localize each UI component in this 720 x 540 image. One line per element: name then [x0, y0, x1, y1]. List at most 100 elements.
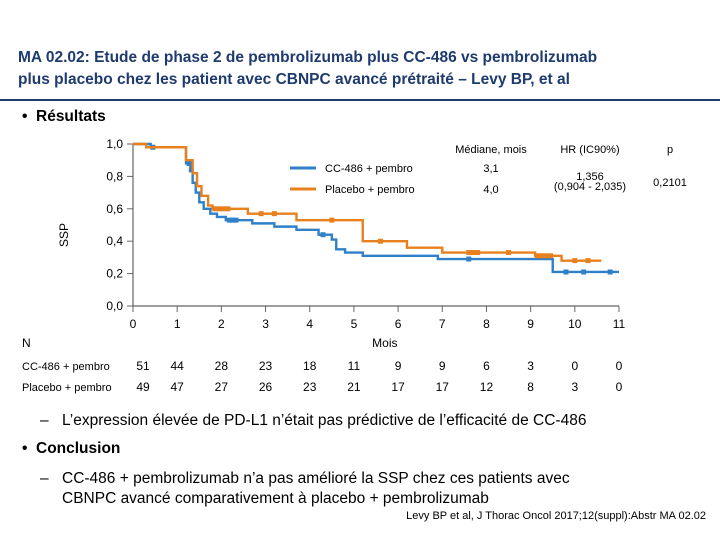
- risk-count: 26: [259, 380, 273, 394]
- x-axis-label: Mois: [372, 336, 397, 350]
- censor-mark: [581, 269, 587, 275]
- risk-table-header: N: [22, 336, 31, 350]
- legend-series-name: CC-486 + pembro: [325, 163, 413, 175]
- slide-title: MA 02.02: Etude de phase 2 de pembrolizu…: [18, 47, 708, 91]
- x-tick-label: 11: [613, 317, 626, 331]
- censor-mark: [188, 167, 194, 173]
- censor-mark: [585, 258, 591, 264]
- censor-mark: [543, 253, 549, 259]
- risk-table: N CC-486 + pembro 51 44 28 23 18 11 9 9 6 3 0 0 Placeb…: [22, 336, 623, 394]
- x-tick-label: 2: [218, 317, 225, 331]
- x-tick-label: 3: [262, 317, 269, 331]
- censor-mark: [534, 253, 540, 259]
- y-tick-label: 0,6: [106, 202, 123, 216]
- risk-count: 8: [527, 380, 534, 394]
- risk-count: 12: [480, 380, 494, 394]
- censor-mark: [216, 206, 222, 212]
- censor-mark: [225, 206, 231, 212]
- risk-count: 17: [436, 380, 450, 394]
- censor-mark: [229, 217, 235, 223]
- risk-count: 3: [527, 359, 534, 373]
- censor-mark: [539, 253, 545, 259]
- legend-median: 4,0: [483, 184, 498, 196]
- note2-line1: CC-486 + pembrolizumab n’a pas amélioré …: [62, 470, 570, 487]
- note-conclusion: – CC-486 + pembrolizumab n’a pas amélioré…: [40, 469, 570, 509]
- risk-count: 23: [303, 380, 317, 394]
- censor-mark: [226, 217, 232, 223]
- risk-count: 3: [571, 380, 578, 394]
- x-tick-label: 1: [174, 317, 181, 331]
- results-label: Résultats: [36, 108, 106, 125]
- x-tick-label: 5: [351, 317, 358, 331]
- risk-count: 11: [348, 359, 361, 373]
- risk-count: 9: [439, 359, 446, 373]
- legend-median: 3,1: [483, 163, 498, 175]
- censor-mark: [258, 211, 264, 217]
- x-tick-label: 9: [527, 317, 534, 331]
- risk-count: 0: [616, 359, 623, 373]
- risk-count: 49: [136, 380, 150, 394]
- risk-count: 23: [259, 359, 273, 373]
- x-tick-label: 10: [568, 317, 582, 331]
- legend-p: 0,2101: [653, 177, 687, 189]
- censor-mark: [221, 206, 227, 212]
- title-line-2: plus placebo chez les patient avec CBNPC…: [18, 71, 570, 88]
- x-tick-label: 0: [130, 317, 137, 331]
- censor-mark: [548, 253, 554, 259]
- results-heading: • Résultats: [22, 108, 106, 126]
- censor-mark: [470, 250, 476, 256]
- legend-series-name: Placebo + pembro: [325, 184, 415, 196]
- legend-hr: (0,904 - 2,035): [554, 181, 626, 193]
- conclusion-bullet: •: [22, 440, 28, 457]
- note-pdl1: – L’expression élevée de PD-L1 n’était pa…: [40, 411, 586, 431]
- censor-mark: [320, 232, 326, 238]
- risk-row-label: CC-486 + pembro: [22, 361, 110, 373]
- legend-header-hr: HR (IC90%): [560, 144, 619, 156]
- x-tick-label: 4: [306, 317, 313, 331]
- conclusion-heading: • Conclusion: [22, 440, 120, 458]
- note2-dash: –: [40, 470, 49, 487]
- censor-mark: [466, 250, 472, 256]
- censor-mark: [572, 258, 578, 264]
- censor-mark: [506, 250, 512, 256]
- risk-count: 0: [616, 380, 623, 394]
- risk-count: 44: [171, 359, 185, 373]
- censor-mark: [466, 256, 472, 262]
- risk-count: 9: [395, 359, 402, 373]
- censor-mark: [186, 160, 192, 166]
- x-tick-label: 7: [439, 317, 446, 331]
- y-tick-label: 0,2: [106, 267, 123, 281]
- censor-mark: [607, 269, 613, 275]
- reference: Levy BP et al, J Thorac Oncol 2017;12(su…: [406, 510, 706, 522]
- y-axis-label: SSP: [57, 223, 71, 247]
- note2-line2: CBNPC avancé comparativement à placebo +…: [62, 490, 489, 507]
- km-chart: 0,00,20,40,60,81,00 1 2 3 4 5 6 7 8 9 10 11SSPMois …: [22, 137, 687, 394]
- note1-dash: –: [40, 412, 49, 429]
- conclusion-label: Conclusion: [36, 440, 121, 457]
- chart-curves: [133, 142, 619, 275]
- title-divider: [0, 99, 720, 101]
- chart-axes: 0,0 0,2 0,4 0,6 0,8 1,0 0 1 2 3 4 5 6 7 8 9 10 11 SSP Mois: [57, 137, 626, 350]
- legend-header-median: Médiane, mois: [455, 144, 527, 156]
- risk-row-label: Placebo + pembro: [22, 382, 112, 394]
- censor-mark: [233, 217, 239, 223]
- risk-count: 17: [391, 380, 405, 394]
- note1-text: L’expression élevée de PD-L1 n’était pas…: [62, 412, 587, 429]
- title-line-1: MA 02.02: Etude de phase 2 de pembrolizu…: [18, 49, 598, 66]
- y-tick-label: 0,4: [106, 234, 123, 248]
- censor-mark: [377, 238, 383, 244]
- risk-count: 6: [483, 359, 490, 373]
- y-tick-label: 1,0: [106, 137, 123, 151]
- censor-mark: [329, 217, 335, 223]
- x-tick-label: 6: [395, 317, 402, 331]
- results-bullet: •: [22, 108, 28, 125]
- risk-count: 51: [136, 359, 150, 373]
- censor-mark: [271, 211, 277, 217]
- risk-count: 18: [303, 359, 317, 373]
- y-tick-label: 0,8: [106, 169, 123, 183]
- series-placebo: [133, 142, 602, 264]
- censor-mark: [475, 250, 481, 256]
- y-tick-label: 0,0: [106, 299, 123, 313]
- risk-count: 0: [571, 359, 578, 373]
- legend-hr: 1,356: [576, 171, 604, 183]
